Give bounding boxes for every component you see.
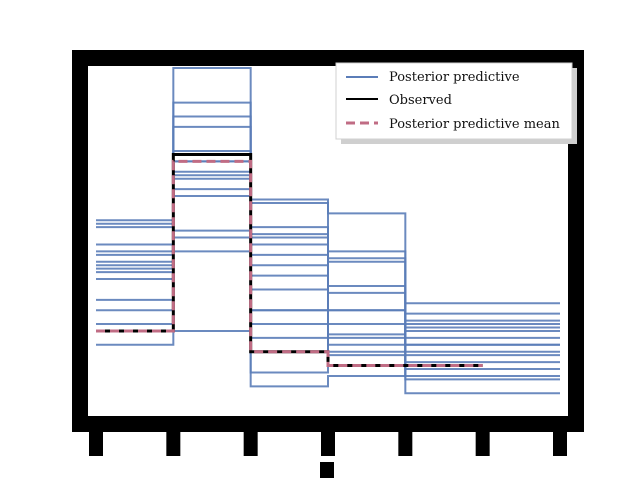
x-tick-4 (398, 432, 413, 456)
x-tick-2 (243, 432, 258, 456)
legend-box (335, 62, 573, 140)
x-axis-ticks (89, 432, 567, 456)
observed-line (96, 153, 483, 368)
legend: Posterior predictive Observed Posterior … (335, 62, 577, 144)
legend-label-posterior-predictive: Posterior predictive (389, 70, 520, 85)
posterior-predictive-mean-line (96, 159, 483, 368)
x-tick-0 (89, 432, 103, 456)
legend-label-observed: Observed (389, 93, 452, 108)
x-tick-1 (166, 432, 181, 456)
x-tick-5 (475, 432, 490, 456)
x-axis-label-marker (320, 462, 334, 478)
x-tick-6 (553, 432, 567, 456)
plot-area (96, 67, 560, 395)
x-tick-3 (321, 432, 335, 456)
legend-label-posterior-predictive-mean: Posterior predictive mean (389, 117, 560, 132)
